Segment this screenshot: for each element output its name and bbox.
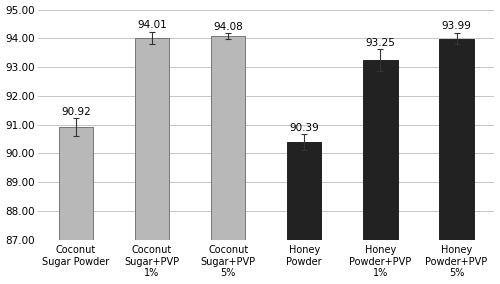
Bar xyxy=(135,38,169,284)
Bar xyxy=(211,36,246,284)
Text: 93.25: 93.25 xyxy=(366,37,396,47)
Bar xyxy=(287,142,322,284)
Text: 90.92: 90.92 xyxy=(61,107,90,117)
Text: 90.39: 90.39 xyxy=(290,123,319,133)
Text: 93.99: 93.99 xyxy=(442,21,472,32)
Text: 94.08: 94.08 xyxy=(214,22,243,32)
Bar xyxy=(440,39,474,284)
Bar xyxy=(364,60,398,284)
Bar xyxy=(58,127,93,284)
Text: 94.01: 94.01 xyxy=(137,20,167,30)
